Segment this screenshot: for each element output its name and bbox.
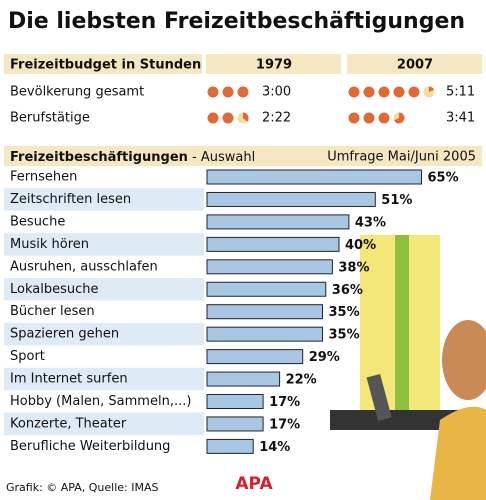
person-head bbox=[442, 320, 486, 400]
section-title: Freizeitbeschäftigungen - Auswahl bbox=[10, 150, 255, 165]
time-label: 3:41 bbox=[446, 111, 475, 126]
row-bg bbox=[4, 233, 204, 256]
bar bbox=[206, 371, 281, 387]
section-title: Freizeitbeschäftigungen bbox=[10, 150, 188, 165]
section-bg bbox=[4, 146, 482, 166]
category-label: Zeitschriften lesen bbox=[10, 192, 131, 207]
hour-icon bbox=[222, 112, 234, 124]
bar bbox=[206, 191, 376, 207]
tv-frame bbox=[395, 235, 409, 415]
pictogram bbox=[348, 112, 405, 124]
bar bbox=[206, 281, 327, 297]
bar bbox=[206, 349, 304, 365]
category-label: Hobby (Malen, Sammeln,...) bbox=[10, 394, 191, 409]
remote bbox=[366, 373, 392, 422]
source: Grafik: © APA, Quelle: IMAS bbox=[6, 481, 158, 494]
category-label: Berufliche Weiterbildung bbox=[10, 439, 170, 454]
row-bg bbox=[4, 278, 204, 301]
category-label: Lokalbesuche bbox=[10, 282, 99, 297]
column-header: 2007 bbox=[397, 58, 433, 73]
value-label: 14% bbox=[259, 440, 290, 455]
category-label: Spazieren gehen bbox=[10, 327, 119, 342]
time-label: 3:00 bbox=[262, 85, 291, 100]
pictogram bbox=[207, 112, 249, 124]
time-label: 5:11 bbox=[446, 85, 475, 100]
title: Die liebsten Freizeitbeschäftigungen bbox=[8, 9, 465, 34]
bar bbox=[206, 214, 350, 230]
header-bg bbox=[4, 54, 202, 74]
header-bg bbox=[347, 54, 482, 74]
hour-icon-part bbox=[393, 112, 405, 124]
value-label: 51% bbox=[381, 193, 412, 208]
section-subtitle: - Auswahl bbox=[192, 150, 255, 165]
hour-icon bbox=[408, 86, 420, 98]
person-body bbox=[430, 406, 486, 500]
hour-icon bbox=[222, 86, 234, 98]
hour-icon bbox=[348, 86, 360, 98]
logo-bg bbox=[232, 475, 276, 493]
value-label: 40% bbox=[345, 238, 376, 253]
value-label: 65% bbox=[428, 171, 459, 186]
hour-icon bbox=[348, 112, 360, 124]
row-bg bbox=[4, 367, 204, 391]
value-label: 43% bbox=[355, 215, 386, 230]
hour-icon-part bbox=[243, 112, 249, 122]
time-label: 2:22 bbox=[262, 111, 291, 126]
pictogram bbox=[207, 86, 249, 98]
bar bbox=[206, 236, 340, 252]
value-label: 17% bbox=[269, 395, 300, 410]
row-bg bbox=[4, 322, 204, 346]
hour-icon bbox=[207, 86, 219, 98]
bar bbox=[206, 416, 264, 432]
category-label: Konzerte, Theater bbox=[10, 416, 127, 431]
bar bbox=[206, 259, 333, 275]
hour-icon bbox=[378, 86, 390, 98]
category-label: Im Internet surfen bbox=[10, 372, 128, 387]
illustration bbox=[330, 235, 486, 500]
bar bbox=[206, 169, 422, 185]
category-label: Ausruhen, ausschlafen bbox=[10, 259, 158, 274]
bar bbox=[206, 304, 323, 320]
pictogram bbox=[348, 86, 435, 98]
value-label: 38% bbox=[338, 260, 369, 275]
bar bbox=[206, 326, 323, 342]
header-bg bbox=[206, 54, 341, 74]
hour-icon bbox=[393, 86, 405, 98]
hour-icon bbox=[378, 112, 390, 124]
value-label: 35% bbox=[329, 328, 360, 343]
category-label: Fernsehen bbox=[10, 170, 77, 185]
logo: APA bbox=[235, 474, 273, 494]
table-title: Freizeitbudget in Stunden bbox=[10, 58, 201, 73]
category-label: Sport bbox=[10, 349, 45, 364]
category-label: Besuche bbox=[10, 214, 65, 229]
category-label: Musik hören bbox=[10, 237, 89, 252]
value-label: 22% bbox=[286, 373, 317, 388]
value-label: 17% bbox=[269, 417, 300, 432]
category-label: Bücher lesen bbox=[10, 304, 95, 319]
hour-icon bbox=[363, 112, 375, 124]
value-label: 35% bbox=[329, 305, 360, 320]
value-label: 29% bbox=[309, 350, 340, 365]
column-header: 1979 bbox=[256, 58, 292, 73]
hour-icon bbox=[237, 86, 249, 98]
row-bg bbox=[4, 188, 204, 211]
hour-icon bbox=[207, 112, 219, 124]
bar bbox=[206, 438, 254, 454]
row-bg bbox=[4, 412, 204, 436]
row-label: Bevölkerung gesamt bbox=[10, 85, 144, 100]
hour-icon bbox=[363, 86, 375, 98]
bar bbox=[206, 394, 264, 409]
hour-icon-part bbox=[429, 86, 435, 92]
row-label: Berufstätige bbox=[10, 111, 90, 126]
note: Umfrage Mai/Juni 2005 bbox=[327, 150, 476, 165]
value-label: 36% bbox=[332, 283, 363, 298]
